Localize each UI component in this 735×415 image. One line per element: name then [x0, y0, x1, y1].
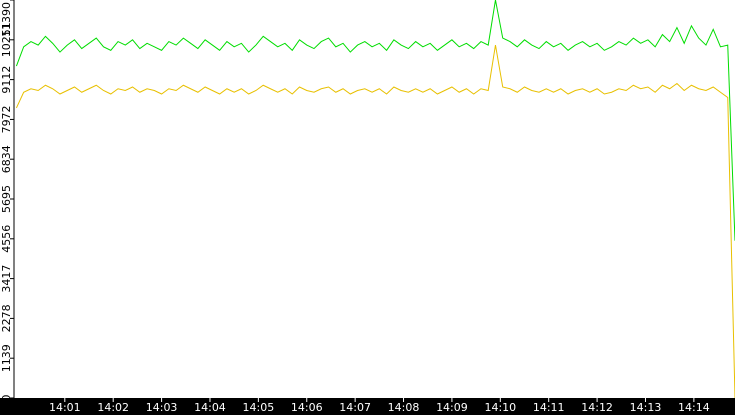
- y-tick-label: 0: [0, 395, 13, 402]
- x-tick-label: 14:05: [243, 401, 275, 414]
- x-tick-label: 14:12: [581, 401, 613, 414]
- y-tick-label: 1139: [0, 344, 13, 372]
- x-tick-label: 14:14: [678, 401, 710, 414]
- x-tick-label: 14:04: [194, 401, 226, 414]
- series-line: [15, 44, 735, 398]
- x-tick-label: 14:03: [146, 401, 178, 414]
- x-tick-label: 14:08: [388, 401, 420, 414]
- series-line: [15, 0, 735, 241]
- x-axis-band: [0, 398, 735, 415]
- y-tick-label: 3417: [0, 265, 13, 293]
- x-tick-label: 14:10: [484, 401, 516, 414]
- plot: [15, 0, 735, 398]
- x-tick-label: 14:02: [97, 401, 129, 414]
- x-tick-label: 14:09: [436, 401, 468, 414]
- y-tick-label: 10251: [0, 22, 13, 57]
- y-tick-label: 7972: [0, 105, 13, 133]
- x-tick-label: 14:11: [533, 401, 565, 414]
- y-tick-label: 2278: [0, 304, 13, 332]
- y-tick-label: 6834: [0, 145, 13, 173]
- y-tick-label: 11390: [0, 2, 13, 37]
- y-tick-label: 9112: [0, 66, 13, 94]
- x-tick-label: 14:01: [49, 401, 81, 414]
- x-tick-label: 14:07: [339, 401, 371, 414]
- y-tick-label: 5695: [0, 185, 13, 213]
- x-tick-label: 14:13: [630, 401, 662, 414]
- y-tick-label: 4556: [0, 225, 13, 253]
- x-tick-label: 14:06: [291, 401, 323, 414]
